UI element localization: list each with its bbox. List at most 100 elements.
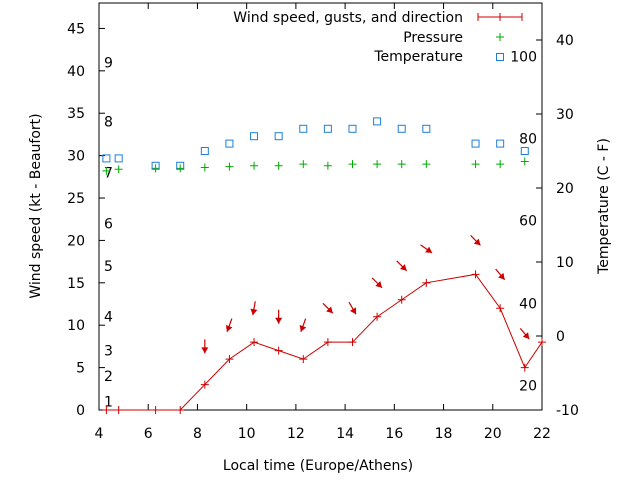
series-layer <box>102 117 546 414</box>
wind-direction-arrow <box>348 301 357 315</box>
beaufort-label: 2 <box>104 369 113 385</box>
x-tick-label: 14 <box>336 426 354 442</box>
temperature-point <box>114 154 123 163</box>
wind-speed-point <box>225 355 234 364</box>
pressure-point <box>348 160 357 169</box>
beaufort-label: 7 <box>104 166 113 182</box>
tick-labels: 4 6 8 10 12 14 16 18 20 22051015202530354045-1001… <box>67 21 579 442</box>
wind-speed-point <box>250 338 259 347</box>
temperature-point <box>323 124 332 133</box>
pressure-point <box>422 160 431 169</box>
temperature-point <box>225 139 234 148</box>
wind-direction-arrow <box>420 244 433 254</box>
x-tick-label: 16 <box>385 426 403 442</box>
y-left-tick-label: 5 <box>76 361 85 377</box>
pressure-point <box>397 160 406 169</box>
wind-speed-point <box>520 363 529 372</box>
temperature-point <box>151 161 160 170</box>
wind-direction-arrows <box>201 235 530 354</box>
beaufort-fahrenheit-labels: 1 2 3 4 5 6 7 8 9 20 40 60 80 100 <box>104 49 537 410</box>
legend-symbol-temperature <box>496 53 504 61</box>
y-axis-left-label: Wind speed (kt - Beaufort) <box>28 113 44 298</box>
beaufort-label: 1 <box>104 395 113 411</box>
legend-symbol-pressure <box>496 33 504 41</box>
legend-label-pressure: Pressure <box>403 30 463 46</box>
wind-speed-point <box>422 278 431 287</box>
y-left-tick-label: 35 <box>67 106 85 122</box>
temperature-point <box>520 147 529 155</box>
pressure-point <box>200 163 209 172</box>
temperature-point <box>299 124 308 133</box>
y-left-tick-label: 15 <box>67 276 85 292</box>
fahrenheit-label: 40 <box>519 296 537 312</box>
wind-speed-point <box>496 304 505 313</box>
wind-direction-arrow <box>275 309 283 324</box>
wind-speed-point <box>538 338 546 347</box>
y-left-tick-label: 20 <box>67 233 85 249</box>
y-right-tick-label: 30 <box>556 107 574 123</box>
fahrenheit-label: 100 <box>510 49 537 65</box>
wind-speed-point <box>373 312 382 321</box>
beaufort-label: 5 <box>104 259 113 275</box>
wind-direction-arrow <box>371 277 383 289</box>
x-tick-label: 18 <box>435 426 453 442</box>
temperature-point <box>422 124 431 133</box>
legend: Wind speed, gusts, and direction Pressur… <box>233 10 523 65</box>
fahrenheit-label: 20 <box>519 379 537 395</box>
wind-speed-point <box>151 406 160 414</box>
y-left-tick-label: 30 <box>67 149 85 165</box>
wind-speed-point <box>102 406 111 414</box>
wind-direction-arrow <box>470 235 481 246</box>
y-right-tick-label: 40 <box>556 33 574 49</box>
y-axis-right-label: Temperature (C - F) <box>596 138 612 275</box>
axis-ticks <box>98 3 543 411</box>
x-axis-label: Local time (Europe/Athens) <box>223 458 413 474</box>
temperature-point <box>348 124 357 133</box>
wind-direction-arrow <box>396 260 408 272</box>
temperature-point <box>496 139 505 148</box>
wind-direction-arrow <box>225 318 233 332</box>
x-tick-label: 4 <box>95 426 104 442</box>
wind-speed-point <box>323 338 332 347</box>
x-tick-label: 22 <box>533 426 551 442</box>
temperature-point <box>250 132 259 141</box>
wind-direction-arrow <box>495 268 506 281</box>
wind-direction-arrow <box>519 327 530 340</box>
pressure-point <box>373 160 382 169</box>
pressure-point <box>151 164 160 173</box>
wind-speed-point <box>114 406 123 414</box>
pressure-point <box>114 165 123 174</box>
wind-speed-point <box>200 380 209 389</box>
y-right-tick-label: 0 <box>556 329 565 345</box>
beaufort-label: 3 <box>104 344 113 360</box>
wind-speed-line <box>106 273 543 411</box>
wind-speed-point <box>299 355 308 364</box>
wind-speed-point <box>348 338 357 347</box>
beaufort-label: 4 <box>104 310 113 326</box>
pressure-point <box>176 164 185 173</box>
wind-direction-arrow <box>250 301 258 316</box>
fahrenheit-label: 80 <box>519 131 537 147</box>
y-left-tick-label: 25 <box>67 191 85 207</box>
wind-direction-arrow <box>322 302 334 314</box>
x-tick-label: 20 <box>484 426 502 442</box>
temperature-point <box>200 147 209 155</box>
pressure-point <box>225 162 234 171</box>
pressure-point <box>496 160 505 169</box>
y-left-tick-label: 45 <box>67 21 85 37</box>
beaufort-label: 6 <box>104 216 113 232</box>
pressure-point <box>274 161 283 170</box>
temperature-point <box>397 124 406 133</box>
pressure-point <box>250 161 259 170</box>
beaufort-label: 9 <box>104 55 113 71</box>
wind-direction-arrow <box>299 318 307 332</box>
temperature-point <box>471 139 480 148</box>
y-right-tick-label: 20 <box>556 181 574 197</box>
legend-label-wind: Wind speed, gusts, and direction <box>233 10 463 26</box>
pressure-point <box>102 166 111 175</box>
wind-speed-point <box>471 270 480 279</box>
temperature-point <box>373 117 382 126</box>
pressure-point <box>471 160 480 169</box>
y-left-tick-label: 0 <box>76 403 85 419</box>
y-right-tick-label: 10 <box>556 255 574 271</box>
